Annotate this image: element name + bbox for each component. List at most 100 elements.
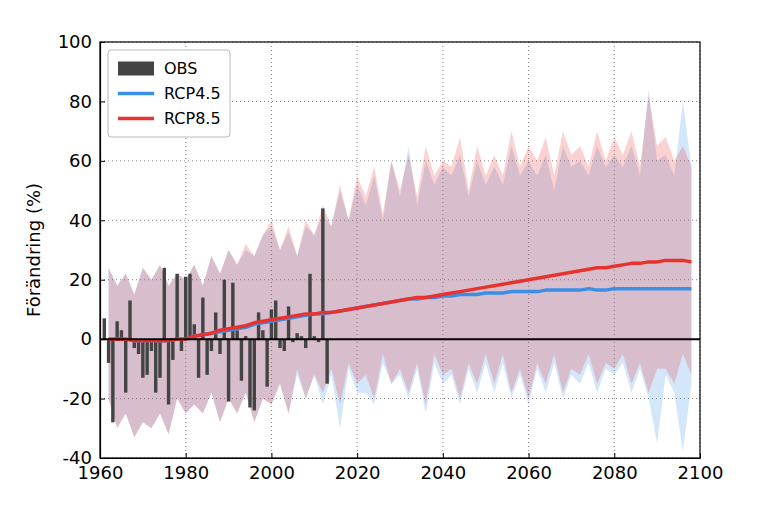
tick-mark [700, 453, 701, 458]
obs-bar [218, 339, 221, 354]
grid [100, 42, 700, 458]
tick-mark [100, 399, 105, 400]
obs-bar [158, 339, 161, 378]
legend-swatch [118, 62, 154, 76]
axis-line [100, 43, 101, 459]
obs-bar [115, 321, 118, 339]
tick-mark [271, 453, 272, 458]
obs-bar [188, 274, 191, 339]
obs-bar [210, 339, 213, 351]
tick-mark [529, 453, 530, 458]
obs-bar [197, 339, 200, 378]
obs-bar [205, 339, 208, 375]
tick-label: 2060 [506, 462, 552, 483]
range-band [109, 90, 692, 453]
tick-label: 20 [69, 269, 92, 290]
tick: 2040 [420, 453, 466, 483]
plot-area [103, 90, 692, 453]
baseline [100, 338, 700, 340]
obs-bar [253, 339, 256, 410]
legend-label: OBS [164, 59, 197, 78]
tick-label: 100 [58, 31, 92, 52]
legend-swatch [118, 117, 154, 121]
obs-bar [124, 339, 127, 392]
tick-mark [100, 339, 105, 340]
obs-bar [321, 208, 324, 339]
obs-bar [180, 339, 183, 351]
tick: -40 [63, 447, 105, 468]
obs-bar [175, 274, 178, 339]
obs-bar [103, 318, 106, 339]
median-line [109, 260, 692, 340]
tick-mark [100, 458, 105, 459]
legend-frame [108, 50, 230, 137]
obs-bar [325, 339, 328, 384]
obs-bar [304, 339, 307, 348]
tick: 20 [69, 269, 105, 290]
tick: 2060 [506, 453, 552, 483]
tick-mark [100, 101, 105, 102]
tick-label: 0 [81, 328, 92, 349]
tick: 80 [69, 91, 105, 112]
obs-bar [283, 339, 286, 351]
tick: 2020 [335, 453, 381, 483]
tick-mark [100, 161, 105, 162]
tick-label: 2040 [420, 462, 466, 483]
tick-label: -20 [63, 388, 92, 409]
range-band [109, 95, 692, 437]
tick-mark [100, 220, 105, 221]
obs-bar [257, 312, 260, 339]
obs-bar [265, 339, 268, 387]
obs-bar [167, 339, 170, 404]
tick: 2100 [678, 453, 724, 483]
tick: 1980 [163, 453, 209, 483]
plot-frame [100, 42, 700, 458]
tick-mark [443, 453, 444, 458]
tick-label: 2020 [335, 462, 381, 483]
tick-label: 80 [69, 91, 92, 112]
obs-bar [235, 330, 238, 339]
tick-mark [357, 453, 358, 458]
median-line [109, 289, 692, 341]
obs-bar [287, 306, 290, 339]
obs-bar [163, 268, 166, 339]
tick-label: 2100 [678, 462, 724, 483]
chart: 19601980200020202040206020802100-40-2002… [0, 0, 782, 505]
y-axis: -40 -20 0 20 40 60 80 100 [58, 31, 105, 468]
obs-bar [128, 301, 131, 340]
obs-bar [227, 339, 230, 401]
obs-bar [308, 274, 311, 339]
tick-mark [100, 42, 105, 43]
tick-mark [614, 453, 615, 458]
obs-bar [171, 339, 174, 360]
x-axis: 19601980200020202040206020802100 [78, 453, 724, 483]
obs-bar [107, 339, 110, 363]
obs-bar [141, 339, 144, 378]
tick-label: 40 [69, 210, 92, 231]
y-axis-title: Förändring (%) [23, 183, 44, 317]
legend-label: RCP8.5 [164, 109, 221, 128]
obs-bar [145, 339, 148, 375]
tick: 0 [81, 328, 105, 349]
obs-bar [261, 330, 264, 339]
tick-label: 60 [69, 150, 92, 171]
tick-label: 2080 [592, 462, 638, 483]
tick-mark [186, 453, 187, 458]
tick-label: -40 [63, 447, 92, 468]
obs-bar [154, 339, 157, 392]
axis-line [101, 458, 701, 459]
legend-label: RCP4.5 [164, 84, 221, 103]
tick: -20 [63, 388, 105, 409]
tick: 40 [69, 210, 105, 231]
obs-bar [270, 309, 273, 339]
obs-bar [240, 339, 243, 381]
tick: 2080 [592, 453, 638, 483]
legend-swatch [118, 92, 154, 96]
obs-bar [248, 339, 251, 407]
obs-bar [278, 339, 281, 348]
obs-bar [214, 312, 217, 339]
tick: 60 [69, 150, 105, 171]
legend: OBS RCP4.5 RCP8.5 [108, 50, 230, 137]
tick: 100 [58, 31, 105, 52]
tick: 2000 [249, 453, 295, 483]
